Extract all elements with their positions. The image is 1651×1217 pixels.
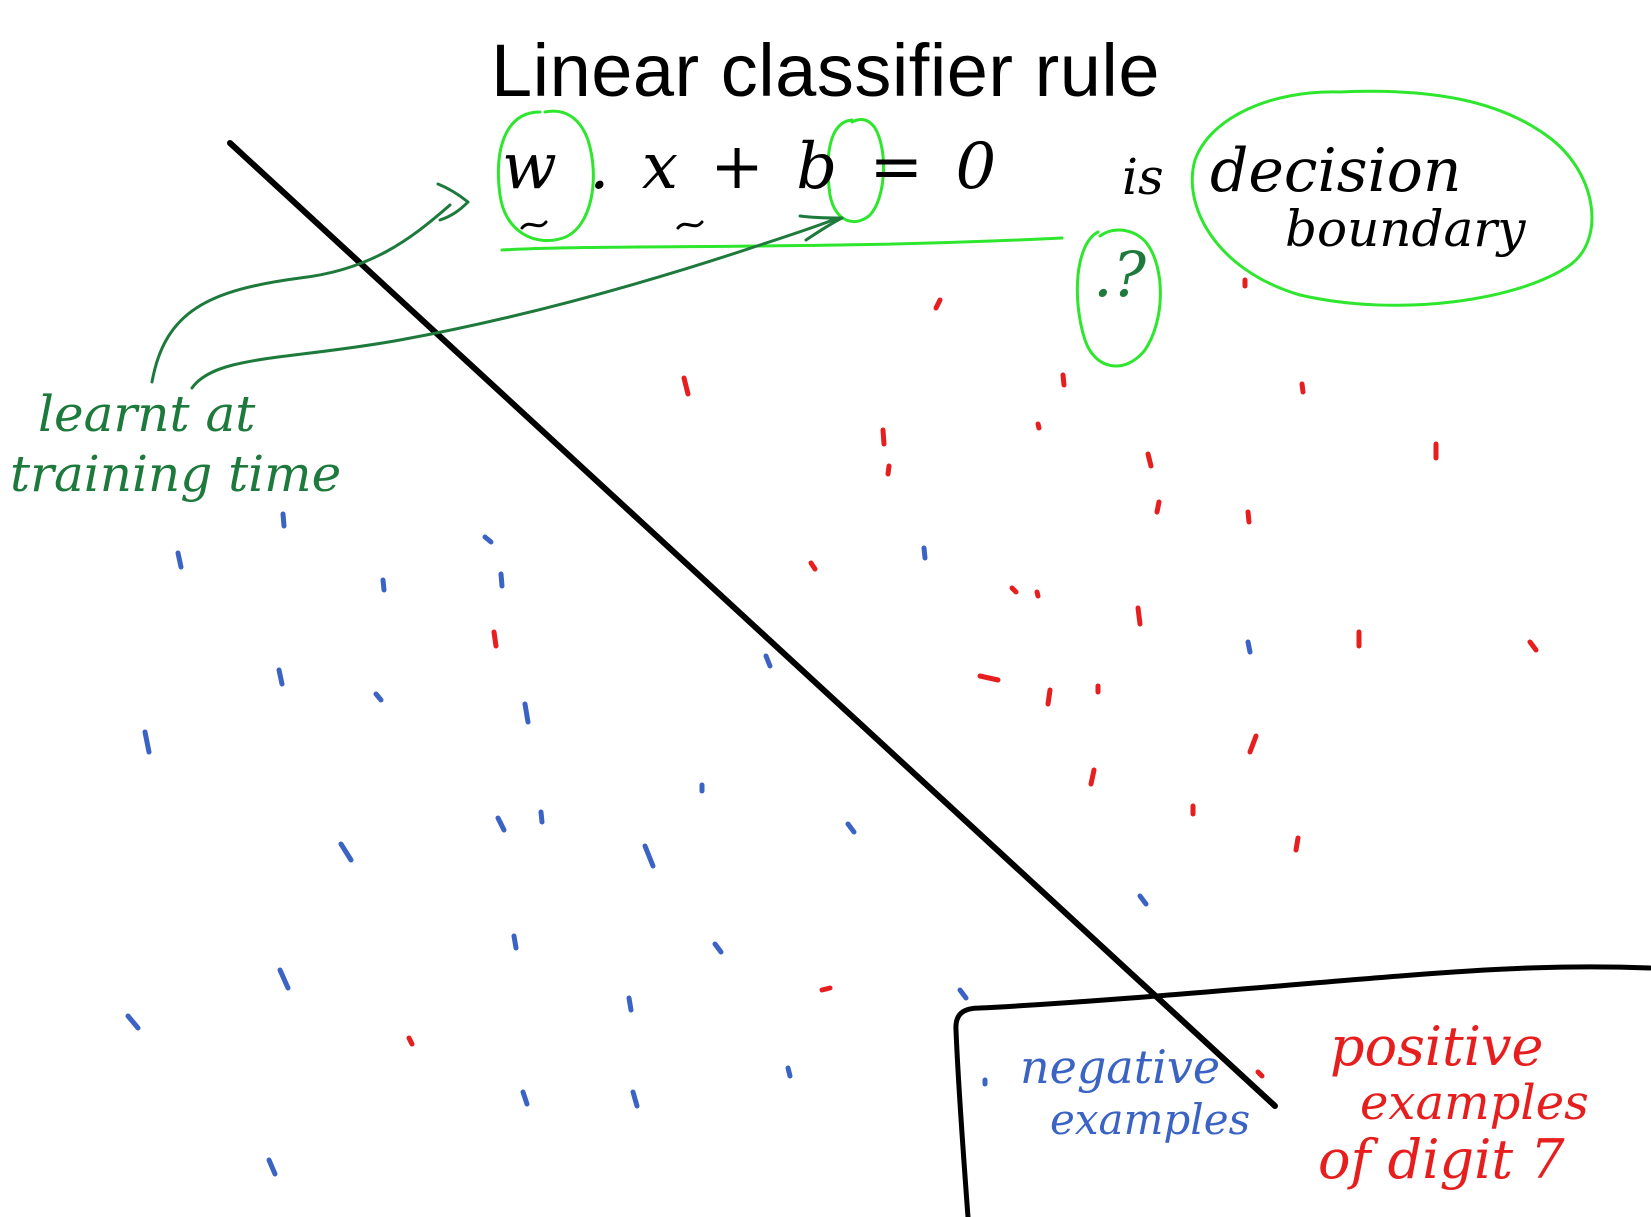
negative-mark <box>380 577 387 593</box>
positive-mark <box>977 673 1001 683</box>
negative-mark <box>277 967 291 991</box>
decision-boundary-line <box>227 140 1278 1109</box>
positive-mark <box>880 427 887 447</box>
negative-mark <box>266 1157 278 1177</box>
annotation-training-time: training time <box>10 445 342 503</box>
negative-mark <box>1245 639 1253 655</box>
negative-mark <box>785 1065 793 1079</box>
negative-mark <box>642 843 656 869</box>
negative-mark <box>498 571 505 589</box>
negative-mark <box>712 941 724 955</box>
negative-mark <box>373 691 384 703</box>
positive-example-marks <box>406 277 1539 1079</box>
negative-mark <box>1137 893 1149 907</box>
circle-question-highlight <box>1075 228 1162 368</box>
negative-mark <box>763 653 773 669</box>
negative-mark <box>338 841 354 863</box>
positive-mark <box>1527 639 1539 653</box>
negative-mark <box>142 729 152 755</box>
circle-b-highlight <box>826 118 885 224</box>
legend-box-frame <box>953 964 1651 1217</box>
positive-mark <box>491 629 499 649</box>
legend-negative-label: negative <box>1020 1040 1221 1094</box>
negative-example-marks <box>125 511 1253 1177</box>
positive-mark <box>681 375 691 397</box>
negative-mark <box>511 933 519 951</box>
negative-mark <box>125 1013 141 1031</box>
positive-mark <box>1034 589 1041 599</box>
circle-w-highlight <box>496 109 595 243</box>
positive-mark <box>406 1035 415 1047</box>
legend-positive-examples-label: examples <box>1360 1075 1589 1131</box>
annotation-arrowhead-w <box>436 182 470 222</box>
negative-mark <box>280 511 287 529</box>
annotation-arrow-to-w <box>150 203 452 384</box>
negative-mark <box>495 815 507 833</box>
positive-mark <box>819 985 833 993</box>
negative-mark <box>520 1089 530 1107</box>
positive-legend-dot <box>1255 1069 1265 1079</box>
positive-mark <box>1088 767 1097 787</box>
negative-mark <box>175 550 184 570</box>
question-mark: .? <box>1093 238 1146 311</box>
tilde-under-w <box>520 220 548 230</box>
equation-underline <box>500 236 1064 252</box>
negative-mark <box>845 821 857 835</box>
slide-title: Linear classifier rule <box>490 29 1161 112</box>
positive-mark <box>1299 381 1306 395</box>
legend-negative-examples-label: examples <box>1050 1095 1251 1144</box>
negative-mark <box>626 995 634 1013</box>
positive-mark <box>1293 835 1301 853</box>
positive-mark <box>1009 585 1019 595</box>
positive-mark <box>885 463 892 477</box>
tilde-under-x <box>676 220 704 230</box>
negative-mark <box>921 545 928 561</box>
positive-mark <box>1154 499 1162 515</box>
positive-mark <box>1135 605 1143 627</box>
positive-mark <box>1245 509 1252 525</box>
legend-digit-label: of digit 7 <box>1318 1128 1565 1191</box>
annotation-arrow-to-b <box>190 216 840 390</box>
negative-mark <box>957 987 969 1001</box>
negative-mark <box>276 667 285 687</box>
positive-mark <box>1035 421 1042 431</box>
negative-mark <box>522 701 531 725</box>
rule-equation: w . x + b = 0 <box>502 130 1003 204</box>
negative-mark <box>538 809 545 825</box>
legend-positive-label: positive <box>1330 1015 1544 1078</box>
circle-decision-boundary-highlight <box>1190 89 1594 307</box>
negative-mark <box>482 534 494 545</box>
annotation-arrowhead-b <box>798 214 844 242</box>
positive-mark <box>933 297 943 311</box>
negative-mark <box>630 1089 640 1109</box>
positive-mark <box>1060 372 1067 388</box>
positive-mark <box>1045 687 1053 707</box>
positive-mark <box>1145 451 1154 469</box>
rule-decision-word: decision <box>1210 136 1462 206</box>
rule-is-word: is <box>1122 148 1164 206</box>
rule-boundary-word: boundary <box>1285 200 1526 258</box>
annotation-learnt-at: learnt at <box>38 385 256 443</box>
positive-mark <box>1247 733 1259 755</box>
positive-mark <box>808 560 818 572</box>
